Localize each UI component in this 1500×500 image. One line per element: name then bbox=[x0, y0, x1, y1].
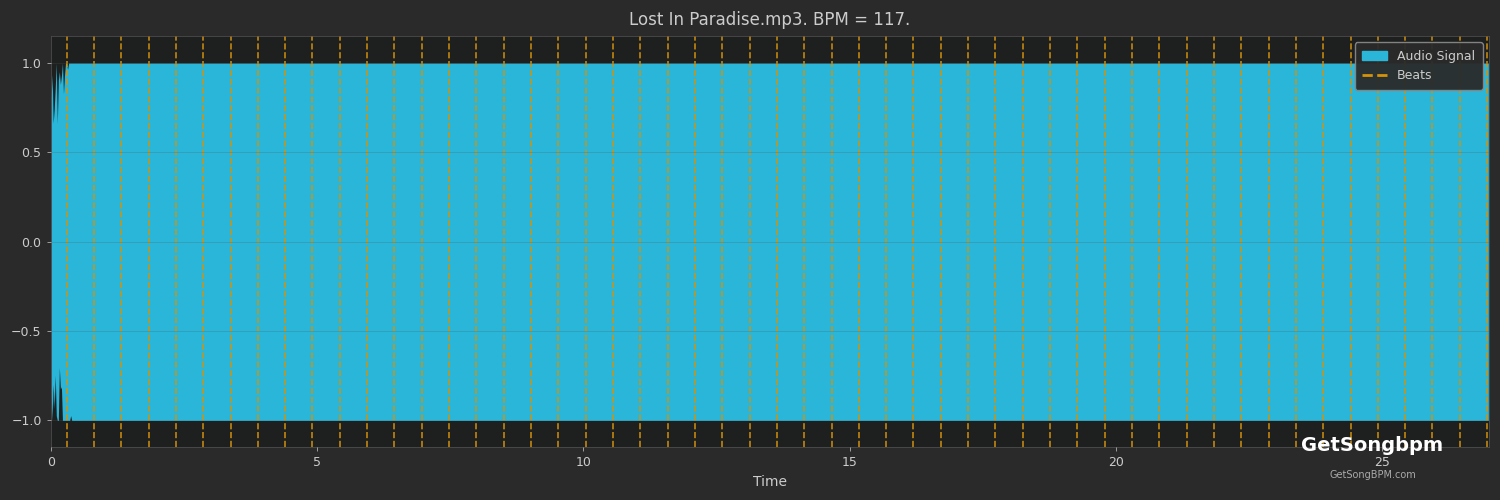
Title: Lost In Paradise.mp3. BPM = 117.: Lost In Paradise.mp3. BPM = 117. bbox=[628, 11, 910, 29]
Text: GetSongbpm: GetSongbpm bbox=[1302, 436, 1443, 455]
Legend: Audio Signal, Beats: Audio Signal, Beats bbox=[1354, 42, 1482, 90]
Text: GetSongBPM.com: GetSongBPM.com bbox=[1329, 470, 1416, 480]
X-axis label: Time: Time bbox=[753, 475, 788, 489]
